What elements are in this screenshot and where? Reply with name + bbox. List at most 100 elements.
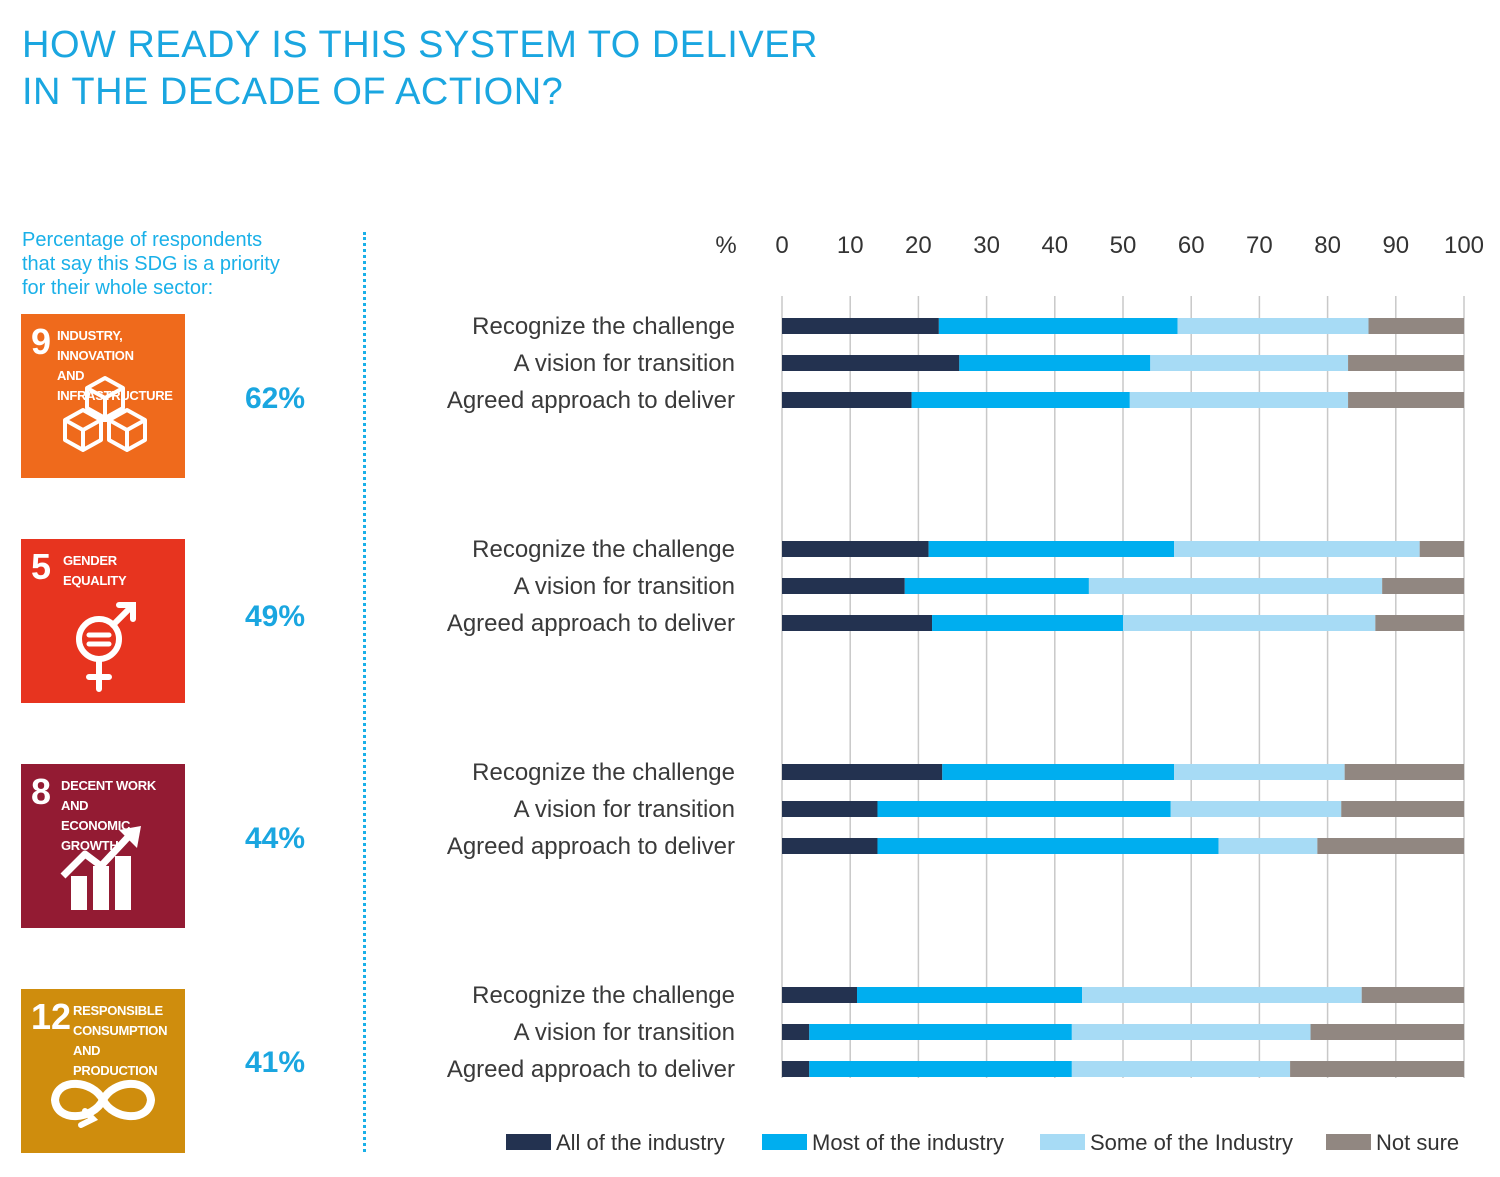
title-line-1: HOW READY IS THIS SYSTEM TO DELIVER: [22, 24, 818, 66]
bar-segment: [1082, 987, 1362, 1003]
bar-segment: [782, 318, 939, 334]
sdg-8-percent: 44%: [244, 822, 306, 855]
bar-segment: [782, 987, 858, 1003]
bar-segment: [904, 578, 1089, 594]
bar-segment: [1375, 615, 1464, 631]
sdg-subtitle: Percentage of respondents that say this …: [22, 228, 342, 300]
x-tick-label: 0: [775, 232, 788, 259]
row-label: Recognize the challenge: [472, 759, 735, 786]
gender-equality-icon: [76, 602, 136, 692]
bar-segment: [877, 801, 1171, 817]
sdg-number: 5: [31, 546, 52, 587]
legend-swatch: [762, 1134, 807, 1150]
bar-segment: [1348, 392, 1464, 408]
x-tick-label: 80: [1314, 232, 1341, 259]
sdg-label: Decent work and economic growth: [61, 778, 156, 853]
bar-segment: [932, 615, 1123, 631]
x-tick-label: 30: [973, 232, 1000, 259]
subtitle-line-2: that say this SDG is a priority: [22, 253, 280, 275]
sdg-12-percent: 41%: [244, 1046, 306, 1079]
x-tick-label: 100: [1444, 232, 1484, 259]
bar-segment: [782, 1061, 810, 1077]
bar-segment: [942, 764, 1175, 780]
bar-segment: [1419, 541, 1464, 557]
x-tick-label: 40: [1041, 232, 1068, 259]
sdg-12-badge: 12 Responsible consumption and productio…: [21, 989, 185, 1153]
sdg-number: 8: [31, 771, 52, 812]
bar-segment: [1368, 318, 1464, 334]
sdg-label: Gender Equality: [63, 553, 127, 588]
sdg-9-percent: 62%: [244, 382, 306, 415]
legend-swatch: [1040, 1134, 1085, 1150]
row-label: A vision for transition: [514, 573, 735, 600]
bar-segment: [857, 987, 1083, 1003]
bar-segment: [877, 838, 1219, 854]
dotted-divider: [363, 232, 366, 1152]
sdg-5-badge: 5 Gender Equality: [21, 539, 185, 703]
legend-swatch: [1326, 1134, 1371, 1150]
bar-segment: [911, 392, 1130, 408]
x-tick-label: 70: [1246, 232, 1273, 259]
row-label: Recognize the challenge: [472, 536, 735, 563]
sdg-9-badge: 9 Industry, Innovation and Infrastructur…: [21, 314, 185, 478]
bar-segment: [1290, 1061, 1464, 1077]
row-label: A vision for transition: [514, 350, 735, 377]
legend-label: Not sure: [1376, 1130, 1459, 1155]
bar-segment: [1150, 355, 1349, 371]
bar-segment: [809, 1024, 1072, 1040]
bar-segment: [782, 355, 960, 371]
bar-segment: [959, 355, 1151, 371]
row-label: Agreed approach to deliver: [447, 387, 735, 414]
bar-segment: [1088, 578, 1383, 594]
bar-segment: [809, 1061, 1072, 1077]
bar-segment: [1123, 615, 1376, 631]
bar-segment: [1317, 838, 1464, 854]
bar-segment: [1174, 764, 1345, 780]
bar-segment: [1071, 1024, 1311, 1040]
row-label: Agreed approach to deliver: [447, 1056, 735, 1083]
sdg-number: 12: [31, 996, 72, 1037]
row-label: Recognize the challenge: [472, 313, 735, 340]
bar-segment: [782, 541, 929, 557]
bar-segment: [782, 392, 912, 408]
legend-label: Some of the Industry: [1090, 1130, 1293, 1155]
bar-segment: [1348, 355, 1464, 371]
x-tick-label: 50: [1110, 232, 1137, 259]
row-label: Recognize the challenge: [472, 982, 735, 1009]
sdg-number: 9: [31, 321, 52, 362]
x-tick-label: 20: [905, 232, 932, 259]
bar-segment: [1310, 1024, 1464, 1040]
bar-segment: [1341, 801, 1464, 817]
bar-segment: [938, 318, 1178, 334]
title-line-2: IN THE DECADE OF ACTION?: [22, 71, 564, 113]
chart-title: HOW READY IS THIS SYSTEM TO DELIVER IN T…: [22, 22, 922, 116]
sdg-8-badge: 8 Decent work and economic growth: [21, 764, 185, 928]
bar-segment: [1177, 318, 1369, 334]
bar-segment: [782, 838, 878, 854]
row-label: Agreed approach to deliver: [447, 610, 735, 637]
bar-segment: [1361, 987, 1464, 1003]
bar-segment: [782, 578, 905, 594]
x-tick-label: 90: [1382, 232, 1409, 259]
x-tick-label: 10: [837, 232, 864, 259]
bar-segment: [782, 1024, 810, 1040]
bar-segment: [1170, 801, 1342, 817]
sdg-5-percent: 49%: [244, 600, 306, 633]
infinity-icon: [50, 1079, 156, 1128]
legend-label: Most of the industry: [812, 1130, 1004, 1155]
bar-segment: [782, 801, 878, 817]
legend-label: All of the industry: [556, 1130, 725, 1155]
bar-segment: [928, 541, 1175, 557]
bar-segment: [1071, 1061, 1291, 1077]
sdg-label: Responsible consumption and production: [73, 1003, 168, 1078]
blocks-icon: [63, 376, 147, 452]
row-label: A vision for transition: [514, 1019, 735, 1046]
bar-segment: [1174, 541, 1420, 557]
subtitle-line-3: for their whole sector:: [22, 277, 214, 299]
bar-segment: [1129, 392, 1349, 408]
x-axis-unit-label: %: [715, 232, 736, 259]
bar-segment: [1218, 838, 1318, 854]
bar-segment: [782, 615, 933, 631]
subtitle-line-1: Percentage of respondents: [22, 229, 263, 251]
